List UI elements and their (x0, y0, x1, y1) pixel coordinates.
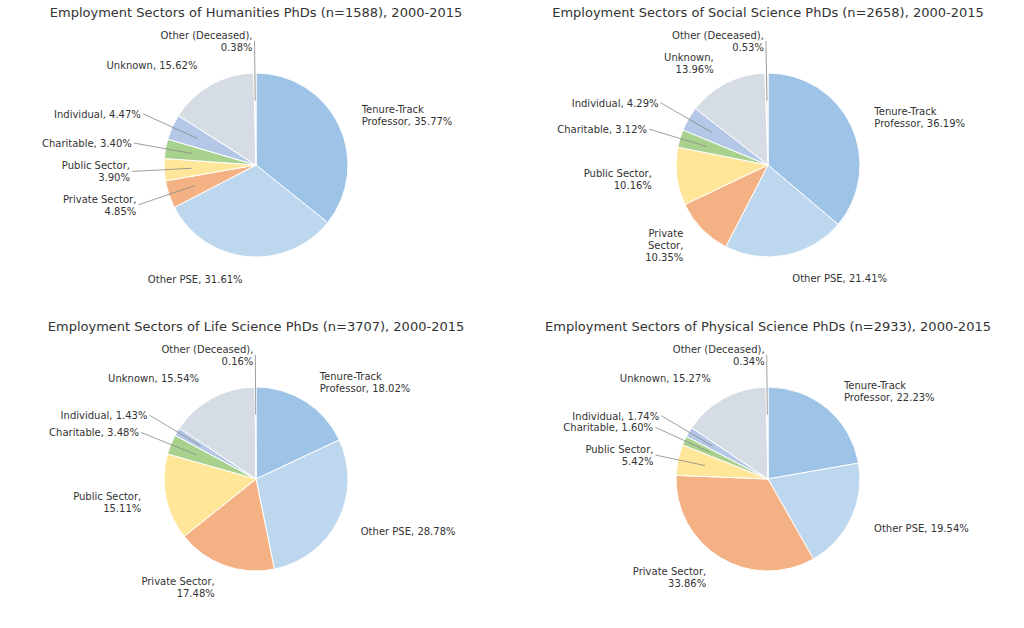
slice-label: Other (Deceased),0.34% (673, 343, 765, 366)
labels: Tenure-TrackProfessor, 35.77% Other PSE, … (42, 29, 452, 285)
slice-label: Unknown, 15.27% (620, 373, 711, 384)
slice-label: Charitable, 3.48% (49, 427, 139, 438)
slice-label: Other PSE, 31.61% (148, 274, 243, 285)
slice-label: Other PSE, 21.41% (792, 272, 887, 283)
slice-label: Unknown, 15.54% (108, 372, 199, 383)
slice-label: Charitable, 3.12% (557, 124, 647, 135)
chart-container: Employment Sectors of Humanities PhDs (n… (0, 0, 1024, 628)
slice-label: Public Sector,5.42% (585, 444, 653, 467)
leader-line (656, 455, 705, 466)
slice-label: Individual, 1.74% (572, 410, 659, 421)
leader-line (141, 432, 196, 454)
pie-chart: Employment Sectors of Physical Science P… (545, 319, 991, 589)
pie-chart: Employment Sectors of Humanities PhDs (n… (42, 5, 462, 285)
pie-slice (178, 73, 256, 165)
slice-label: Tenure-TrackProfessor, 18.02% (319, 370, 411, 393)
slice-label: Individual, 1.43% (61, 410, 148, 421)
slice-label: Other (Deceased),0.38% (161, 29, 253, 52)
leader-line (149, 415, 200, 446)
chart-title: Employment Sectors of Humanities PhDs (n… (50, 5, 462, 20)
pie-slice (676, 475, 813, 571)
leader-line (143, 114, 197, 139)
leader-line (255, 355, 256, 415)
slice-label: Other (Deceased),0.53% (672, 29, 764, 52)
pie-slice (695, 73, 768, 165)
slice-label: Tenure-TrackProfessor, 35.77% (361, 104, 453, 127)
slice-label: Other PSE, 19.54% (874, 522, 969, 533)
leader-line (766, 355, 768, 415)
leader-line (138, 186, 195, 205)
pie-slice (179, 387, 256, 479)
leader-line (134, 143, 193, 154)
slice-label: Individual, 4.29% (572, 97, 659, 108)
pie-chart: Employment Sectors of Social Science PhD… (552, 5, 984, 283)
leader-line (132, 168, 192, 171)
slice-label: Public Sector,10.16% (584, 168, 652, 191)
slices (676, 387, 860, 571)
slice-label: Private Sector,33.86% (633, 566, 706, 589)
labels: Tenure-TrackProfessor, 18.02% Other PSE, … (49, 343, 455, 598)
slices (164, 73, 348, 257)
leader-line (661, 416, 712, 447)
slice-label: Other PSE, 28.78% (361, 525, 456, 536)
leader-line (661, 103, 713, 133)
slice-label: Unknown, 15.62% (106, 59, 197, 70)
pie-chart: Employment Sectors of Life Science PhDs … (48, 319, 464, 599)
slice-label: Tenure-TrackProfessor, 22.23% (843, 379, 935, 402)
slice-label: Charitable, 3.40% (42, 138, 132, 149)
slices (676, 73, 860, 257)
slice-label: Public Sector,3.90% (62, 160, 130, 183)
slice-label: Individual, 4.47% (54, 108, 141, 119)
labels: Tenure-TrackProfessor, 36.19% Other PSE, … (557, 29, 965, 283)
chart-title: Employment Sectors of Life Science PhDs … (48, 319, 464, 334)
chart-title: Employment Sectors of Physical Science P… (545, 319, 991, 334)
leader-line (649, 129, 706, 146)
slice-label: Private Sector,4.85% (63, 193, 136, 216)
slice-label: Charitable, 1.60% (563, 422, 653, 433)
slice-label: PrivateSector,10.35% (645, 227, 683, 262)
chart-svg: Employment Sectors of Humanities PhDs (n… (0, 0, 1024, 628)
slice-label: Public Sector,15.11% (73, 490, 141, 513)
labels: Tenure-TrackProfessor, 22.23% Other PSE, … (563, 343, 968, 588)
chart-title: Employment Sectors of Social Science PhD… (552, 5, 984, 20)
leader-line (254, 41, 256, 101)
slice-label: Other (Deceased),0.16% (161, 343, 253, 366)
slices (164, 387, 348, 571)
leader-line (765, 41, 767, 101)
slice-label: Unknown,13.96% (664, 51, 714, 74)
slice-label: Tenure-TrackProfessor, 36.19% (873, 105, 965, 128)
slice-label: Private Sector,17.48% (141, 576, 214, 599)
